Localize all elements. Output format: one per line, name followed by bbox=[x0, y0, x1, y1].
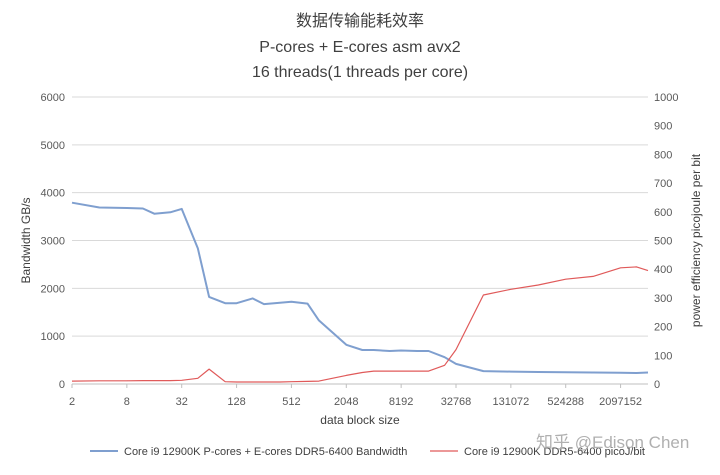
y-right-tick-label: 700 bbox=[654, 178, 672, 190]
y-left-axis-label: Bandwidth GB/s bbox=[19, 197, 33, 283]
bandwidth-series-line bbox=[71, 201, 649, 374]
title-line-1: 数据传输能耗效率 bbox=[296, 12, 424, 30]
y-right-tick-label: 900 bbox=[654, 121, 672, 133]
y-left-tick-label: 1000 bbox=[41, 331, 65, 343]
y-right-tick-label: 1000 bbox=[654, 92, 678, 104]
efficiency-series-line bbox=[71, 266, 649, 383]
y-right-tick-label: 600 bbox=[654, 207, 672, 219]
x-tick-label: 8 bbox=[124, 396, 130, 408]
title-line-3: 16 threads(1 threads per core) bbox=[252, 64, 468, 81]
y-left-tick-label: 6000 bbox=[41, 92, 65, 104]
y-right-tick-label: 500 bbox=[654, 236, 672, 248]
x-tick-label: 2 bbox=[69, 396, 75, 408]
x-tick-label: 2097152 bbox=[599, 396, 642, 408]
title-line-2: P-cores + E-cores asm avx2 bbox=[259, 39, 461, 56]
y-right-tick-label: 200 bbox=[654, 322, 672, 334]
y-left-tick-label: 4000 bbox=[41, 188, 65, 200]
x-tick-label: 512 bbox=[282, 396, 300, 408]
gridlines bbox=[72, 96, 648, 385]
y-left-tick-label: 3000 bbox=[41, 236, 65, 248]
legend: Core i9 12900K P-cores + E-cores DDR5-64… bbox=[90, 446, 645, 458]
y-left-tick-label: 2000 bbox=[41, 283, 65, 295]
y-right-tick-label: 100 bbox=[654, 350, 672, 362]
y-left-tick-label: 0 bbox=[59, 379, 65, 391]
x-tick-label: 32768 bbox=[441, 396, 472, 408]
x-tick-label: 524288 bbox=[547, 396, 584, 408]
legend-label: Core i9 12900K P-cores + E-cores DDR5-64… bbox=[124, 446, 407, 458]
y-left-tick-label: 5000 bbox=[41, 140, 65, 152]
y-right-tick-label: 400 bbox=[654, 264, 672, 276]
x-tick-label: 2048 bbox=[334, 396, 358, 408]
x-tick-label: 32 bbox=[176, 396, 188, 408]
legend-label: Core i9 12900K DDR5-6400 picoJ/bit bbox=[464, 446, 645, 458]
watermark-text: 知乎 @Edison Chen bbox=[536, 433, 689, 452]
y-right-tick-label: 800 bbox=[654, 149, 672, 161]
axes: 0 1000 2000 3000 4000 5000 6000 0 100 200 300 400 50… bbox=[19, 92, 703, 427]
x-tick-label: 128 bbox=[227, 396, 245, 408]
y-right-tick-label: 300 bbox=[654, 293, 672, 305]
plot-area bbox=[71, 201, 649, 383]
x-tick-label: 8192 bbox=[389, 396, 413, 408]
y-right-tick-label: 0 bbox=[654, 379, 660, 391]
y-right-axis-label: power efficiency picojoule per bit bbox=[689, 153, 703, 327]
chart-title: 数据传输能耗效率 P-cores + E-cores asm avx2 16 thr… bbox=[252, 12, 468, 81]
x-axis-label: data block size bbox=[320, 413, 400, 427]
x-tick-label: 131072 bbox=[492, 396, 529, 408]
